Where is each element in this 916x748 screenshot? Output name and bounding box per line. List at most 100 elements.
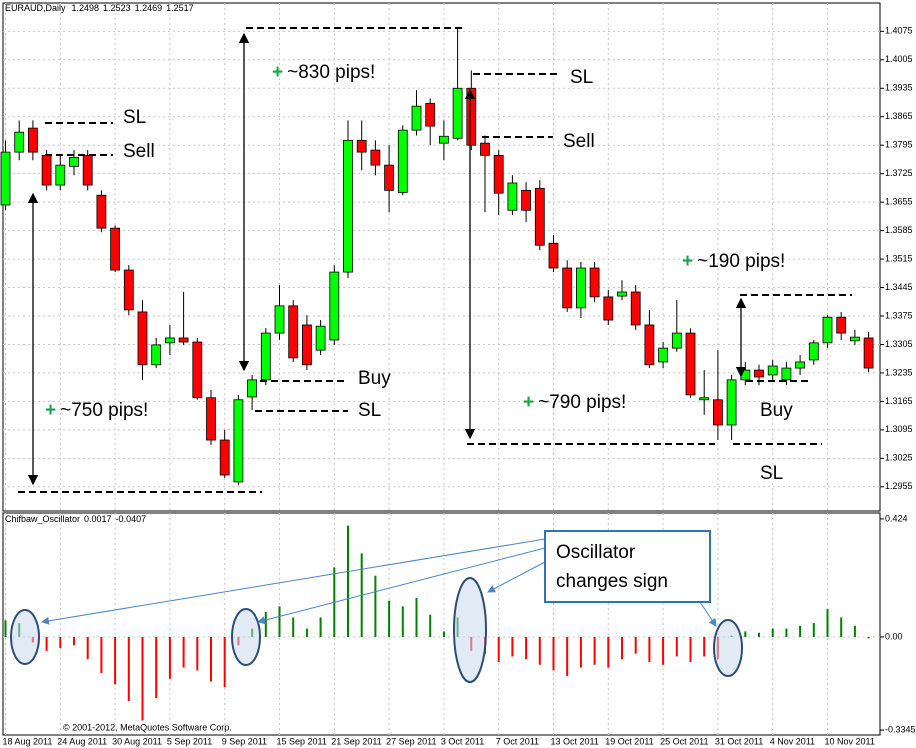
annotation-text: SL <box>570 67 593 88</box>
candle-body <box>151 344 162 366</box>
x-tick-label: 5 Sep 2011 <box>167 736 212 746</box>
x-tick-label: 24 Aug 2011 <box>57 736 107 746</box>
y-tick-label: 1.3445 <box>885 282 913 292</box>
candle-body <box>69 156 79 167</box>
annotation-text: SL <box>123 107 146 128</box>
candle-body <box>301 324 312 366</box>
y-tick-label: 1.3305 <box>885 339 913 349</box>
candle-body <box>123 269 134 311</box>
y-tick-label: 1.4075 <box>885 26 913 36</box>
y-tick-label: 1.4005 <box>885 54 913 64</box>
readout: 1.2523 <box>103 3 131 13</box>
candle-body <box>630 291 641 326</box>
candle-body <box>850 336 860 342</box>
candle-body <box>863 337 874 369</box>
candle-body <box>14 131 25 153</box>
readout: 1.2469 <box>135 3 163 13</box>
annotation: SL <box>760 463 783 484</box>
annotation: Sell <box>123 141 155 162</box>
x-tick-label: 3 Oct 2011 <box>441 736 484 746</box>
x-tick-label: 21 Sep 2011 <box>331 736 381 746</box>
y-tick-label: 1.3235 <box>885 367 913 377</box>
y-tick-label: 1.3655 <box>885 197 913 207</box>
candle-body <box>260 332 271 381</box>
candle-body <box>411 105 422 131</box>
candle-body <box>617 291 627 297</box>
y-tick-label: 1.3165 <box>885 396 913 406</box>
symbol: EURAUD,Daily <box>5 3 66 13</box>
candle-body <box>480 142 490 156</box>
annotation-lines <box>18 27 852 493</box>
y-tick-label: 0.00 <box>885 631 903 641</box>
annotation-text: Buy <box>358 368 391 389</box>
x-tick-label: 25 Oct 2011 <box>660 736 708 746</box>
candle-body <box>658 347 668 363</box>
annotation: SL <box>570 67 593 88</box>
x-tick-label: 31 Oct 2011 <box>715 736 763 746</box>
candle-body <box>192 341 203 399</box>
y-tick-label: 1.3865 <box>885 111 913 121</box>
candle-body <box>206 397 216 441</box>
y-tick-label: 1.3025 <box>885 453 913 463</box>
callout-ovals <box>10 530 743 683</box>
readout: 0.0017 <box>84 514 112 524</box>
candle-body <box>493 154 504 194</box>
annotation: Buy <box>358 368 391 389</box>
y-tick-label: 1.3725 <box>885 168 913 178</box>
annotation-text: ~830 pips! <box>287 62 375 83</box>
candle-body <box>315 325 326 351</box>
candle-body <box>713 399 723 426</box>
x-tick-label: 19 Oct 2011 <box>605 736 653 746</box>
annotation: SL <box>358 400 381 421</box>
candle-body <box>356 139 367 153</box>
candle-body <box>288 305 299 359</box>
header: EURAUD,Daily 1.2498 1.2523 1.2469 1.2517 <box>5 3 194 13</box>
readout: 1.2498 <box>72 3 100 13</box>
oscillator-panel <box>2 512 881 736</box>
candle-body <box>82 154 93 186</box>
x-tick-label: 27 Sep 2011 <box>386 736 436 746</box>
candle-body <box>822 316 833 344</box>
annotation: Buy <box>760 400 793 421</box>
y-tick-label: 1.3375 <box>885 310 913 320</box>
candle-body <box>96 194 107 229</box>
copyright: © 2001-2012, MetaQuotes Software Corp. <box>63 722 232 732</box>
annotation-text: ~190 pips! <box>697 251 785 272</box>
annotation-sign: + <box>682 251 693 272</box>
candle-body <box>589 267 600 298</box>
x-tick-label: 18 Aug 2011 <box>3 736 53 746</box>
candle-body <box>233 399 244 483</box>
candle-body <box>781 367 792 381</box>
y-tick-label: 1.3795 <box>885 140 913 150</box>
candle-body <box>507 182 518 211</box>
candle-body <box>41 154 52 186</box>
candle-body <box>329 271 340 341</box>
x-tick-label: 9 Sep 2011 <box>222 736 267 746</box>
annotation-sign: + <box>272 62 283 83</box>
y-tick-label: 1.3095 <box>885 424 913 434</box>
candle-body <box>836 316 847 334</box>
annotation: + ~190 pips! <box>682 251 785 272</box>
callout-text: Oscillator <box>556 542 636 563</box>
candle-body <box>521 189 531 211</box>
candle-body <box>274 305 285 334</box>
annotation-sign: + <box>523 392 534 413</box>
candle-body <box>795 361 805 369</box>
candle-body <box>55 164 66 186</box>
candle-body <box>576 267 586 309</box>
candle-body <box>671 332 682 349</box>
annotation: + ~830 pips! <box>272 62 375 83</box>
candle-body <box>397 129 408 193</box>
x-tick-label: 10 Nov 2011 <box>825 736 875 746</box>
candle-body <box>548 242 559 269</box>
annotation: + ~750 pips! <box>45 400 148 421</box>
candle-body <box>603 296 614 321</box>
candle-body <box>27 127 38 153</box>
candle-body <box>137 311 148 366</box>
y-tick-label: 1.2955 <box>885 481 913 491</box>
y-tick-label: 0.424 <box>885 513 908 523</box>
annotation: SL <box>123 107 146 128</box>
candle-body <box>452 87 463 139</box>
candle-body <box>466 87 477 146</box>
